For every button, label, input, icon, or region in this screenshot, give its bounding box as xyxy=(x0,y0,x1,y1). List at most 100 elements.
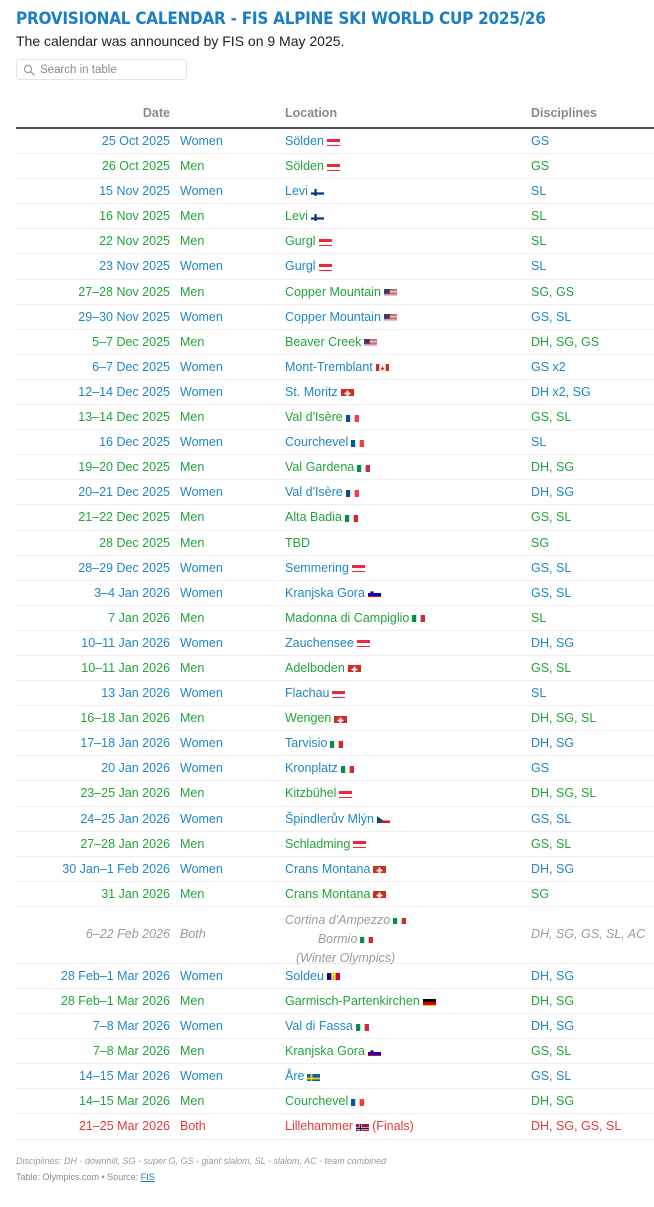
row-disciplines: DH, SG, SL xyxy=(531,786,597,801)
table-row: 21–22 Dec 2025 Men Alta Badia GS, SL xyxy=(16,505,654,531)
row-date: 29–30 Nov 2025 xyxy=(78,309,170,324)
location-name: Adelboden xyxy=(285,660,345,675)
row-location: Semmering xyxy=(285,561,365,575)
location-name: Mont-Tremblant xyxy=(285,359,373,374)
italy-flag-icon xyxy=(340,764,354,773)
location-note: (Winter Olympics) xyxy=(296,950,396,965)
row-date: 7 Jan 2026 xyxy=(108,610,170,625)
table-row: 31 Jan 2026 Men Crans Montana SG xyxy=(16,882,654,907)
row-disciplines: DH, SG xyxy=(531,635,575,650)
row-disciplines: SL xyxy=(531,184,547,199)
row-location: Sölden xyxy=(285,159,340,173)
header-disciplines[interactable]: Disciplines xyxy=(531,106,597,120)
location-name: Val di Fassa xyxy=(285,1019,353,1034)
header-date[interactable]: Date xyxy=(142,106,170,120)
table-row: 17–18 Jan 2026 Women Tarvisio DH, SG xyxy=(16,731,654,757)
finland-flag-icon xyxy=(310,187,324,196)
table-row: 23–25 Jan 2026 Men Kitzbühel DH, SG, SL xyxy=(16,781,654,807)
location-name: Crans Montana xyxy=(285,886,371,901)
row-gender: Men xyxy=(180,284,205,299)
calendar-table: Date Location Disciplines 25 Oct 2025 Wom… xyxy=(16,100,654,1140)
row-disciplines: GS, SL xyxy=(531,660,572,675)
row-date: 28–29 Dec 2025 xyxy=(78,560,170,575)
row-gender: Men xyxy=(180,460,205,475)
row-disciplines: SL xyxy=(531,435,547,450)
row-location: Adelboden xyxy=(285,661,361,675)
location-line: Bormio xyxy=(318,931,374,947)
location-name: Tarvisio xyxy=(285,736,328,751)
search-input[interactable] xyxy=(40,63,180,76)
slovenia-flag-icon xyxy=(367,1047,381,1056)
row-disciplines: GS, SL xyxy=(531,309,572,324)
italy-flag-icon xyxy=(360,934,374,944)
location-name: Semmering xyxy=(285,560,349,575)
row-gender: Men xyxy=(180,610,205,625)
table-row: 28–29 Dec 2025 Women Semmering GS, SL xyxy=(16,556,654,581)
row-date: 28 Dec 2025 xyxy=(99,535,170,550)
table-source: Table: Olympics.com • Source: FIS xyxy=(16,1172,155,1182)
row-gender: Men xyxy=(180,1044,205,1059)
row-location: Flachau xyxy=(285,686,346,700)
row-disciplines: SL xyxy=(531,259,547,274)
table-row: 28 Dec 2025 Men TBD SG xyxy=(16,531,654,556)
source-link[interactable]: FIS xyxy=(140,1172,155,1182)
location-name: Garmisch-Partenkirchen xyxy=(285,994,420,1008)
location-name: Beaver Creek xyxy=(285,334,362,349)
location-name: Kitzbühel xyxy=(285,786,337,801)
location-name: Madonna di Campiglio xyxy=(285,610,410,625)
row-gender: Women xyxy=(180,635,223,650)
row-date: 16 Dec 2025 xyxy=(99,435,170,450)
table-row: 19–20 Dec 2025 Men Val Gardena DH, SG xyxy=(16,455,654,481)
table-row: 20–21 Dec 2025 Women Val d'Isère DH, SG xyxy=(16,480,654,506)
location-name: TBD xyxy=(285,535,310,550)
row-gender: Women xyxy=(180,761,223,776)
row-disciplines: GS, SL xyxy=(531,585,572,600)
row-location: Kranjska Gora xyxy=(285,1044,381,1058)
row-date: 25 Oct 2025 xyxy=(101,134,170,148)
italy-flag-icon xyxy=(357,463,371,472)
row-location: Kronplatz xyxy=(285,761,354,775)
row-gender: Men xyxy=(180,711,205,726)
location-name: Kronplatz xyxy=(285,761,338,776)
location-suffix: (Finals) xyxy=(372,1119,414,1134)
table-row: 10–11 Jan 2026 Women Zauchensee DH, SG xyxy=(16,631,654,656)
row-gender: Women xyxy=(180,184,223,199)
row-gender: Both xyxy=(180,1119,206,1134)
row-disciplines: SL xyxy=(531,234,547,249)
page-title: PROVISIONAL CALENDAR - FIS ALPINE SKI WO… xyxy=(16,9,546,29)
row-disciplines: GS xyxy=(531,134,550,148)
row-disciplines: DH, SG, GS xyxy=(531,334,600,349)
row-location: Sölden xyxy=(285,134,340,148)
row-gender: Women xyxy=(180,585,223,600)
row-disciplines: GS, SL xyxy=(531,510,572,525)
table-row: 20 Jan 2026 Women Kronplatz GS xyxy=(16,756,654,782)
location-name: Levi xyxy=(285,209,308,224)
row-gender: Men xyxy=(180,159,205,174)
row-gender: Men xyxy=(180,234,205,249)
page-subtitle: The calendar was announced by FIS on 9 M… xyxy=(16,33,345,49)
search-box[interactable] xyxy=(16,59,187,80)
row-disciplines: GS x2 xyxy=(531,359,566,374)
row-date: 30 Jan–1 Feb 2026 xyxy=(62,861,170,876)
row-date: 3–4 Jan 2026 xyxy=(94,585,170,600)
location-name: Val Gardena xyxy=(285,460,355,475)
row-date: 7–8 Mar 2026 xyxy=(92,1044,170,1059)
location-name: Åre xyxy=(285,1069,305,1084)
row-date: 14–15 Mar 2026 xyxy=(78,1069,170,1084)
row-date: 28 Feb–1 Mar 2026 xyxy=(60,968,170,983)
row-disciplines: GS xyxy=(531,761,550,776)
italy-flag-icon xyxy=(393,915,407,925)
austria-flag-icon xyxy=(318,237,332,246)
table-row: 30 Jan–1 Feb 2026 Women Crans Montana DH, S… xyxy=(16,857,654,882)
row-gender: Men xyxy=(180,510,205,525)
location-name: Sölden xyxy=(285,134,324,148)
switzerland-flag-icon xyxy=(340,387,354,397)
row-location: Crans Montana xyxy=(285,886,387,901)
usa-flag-icon xyxy=(383,287,397,297)
austria-flag-icon xyxy=(353,839,367,849)
row-location: St. Moritz xyxy=(285,385,354,399)
header-location[interactable]: Location xyxy=(285,106,338,120)
row-gender: Men xyxy=(180,334,205,349)
row-location: Val d'Isère xyxy=(285,485,359,499)
row-date: 19–20 Dec 2025 xyxy=(78,460,170,475)
